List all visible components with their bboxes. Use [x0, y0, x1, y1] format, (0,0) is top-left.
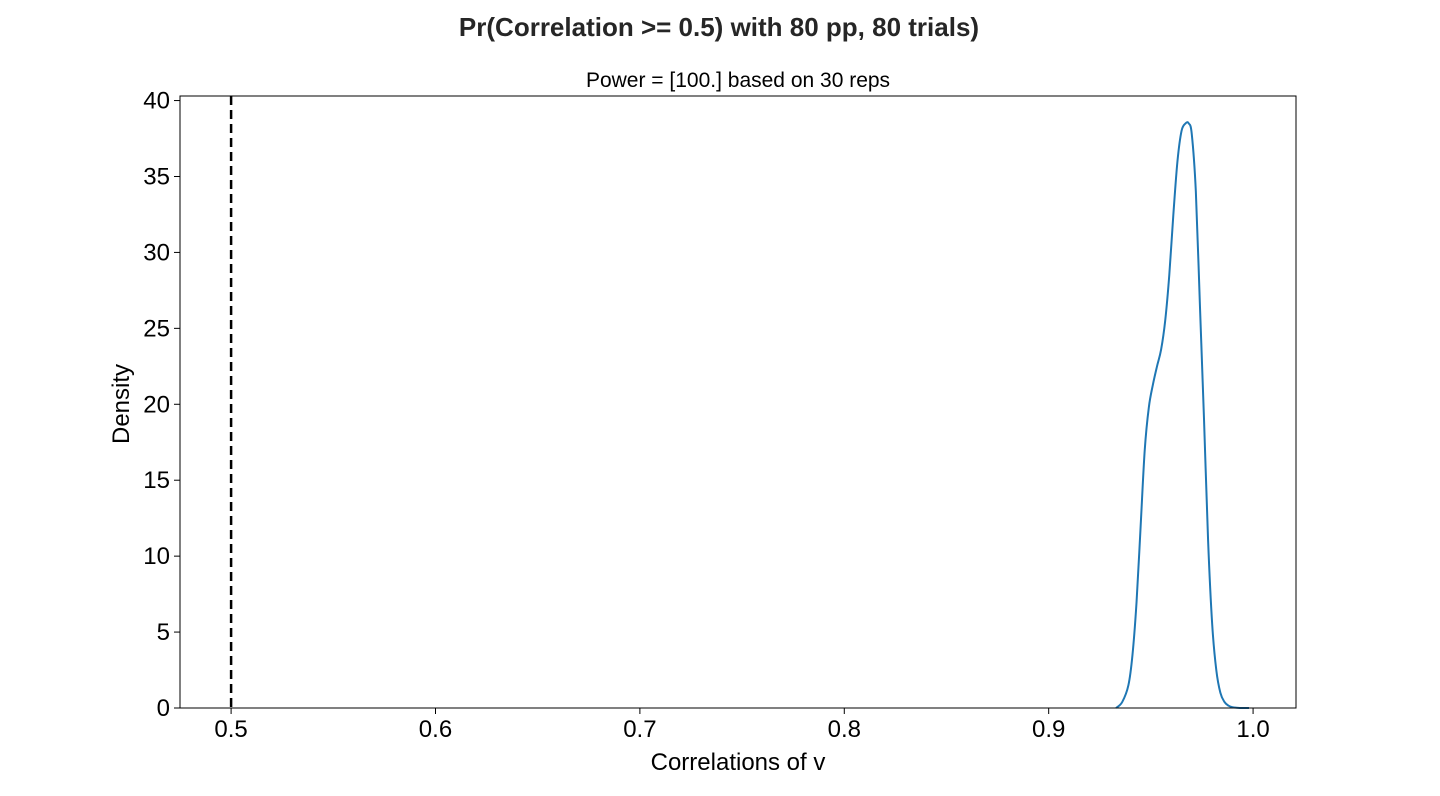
- y-tick-label: 30: [143, 239, 170, 266]
- y-tick-label: 5: [157, 619, 170, 646]
- chart-title: Power = [100.] based on 30 reps: [586, 69, 890, 92]
- y-tick-label: 25: [143, 315, 170, 342]
- y-tick-label: 15: [143, 467, 170, 494]
- density-curve: [1115, 121, 1249, 710]
- x-tick-label: 0.8: [828, 716, 861, 743]
- plot-area: [180, 96, 1296, 708]
- y-axis-ticks: 0 5 10 15 20 25 30 35 40: [143, 88, 180, 722]
- x-axis-label: Correlations of v: [651, 749, 826, 776]
- y-axis-label: Density: [108, 364, 135, 444]
- y-tick-label: 35: [143, 163, 170, 190]
- x-tick-label: 0.5: [214, 716, 247, 743]
- y-tick-label: 20: [143, 391, 170, 418]
- x-axis-ticks: 0.5 0.6 0.7 0.8 0.9 1.0: [214, 708, 1270, 743]
- x-tick-label: 0.7: [623, 716, 656, 743]
- chart-suptitle: Pr(Correlation >= 0.5) with 80 pp, 80 tr…: [459, 12, 979, 42]
- plot-frame: [179, 95, 1297, 709]
- x-tick-label: 0.9: [1032, 716, 1065, 743]
- y-tick-label: 10: [143, 543, 170, 570]
- x-tick-label: 0.6: [419, 716, 452, 743]
- y-tick-label: 40: [143, 88, 170, 115]
- x-tick-label: 1.0: [1236, 716, 1269, 743]
- y-tick-label: 0: [157, 695, 170, 722]
